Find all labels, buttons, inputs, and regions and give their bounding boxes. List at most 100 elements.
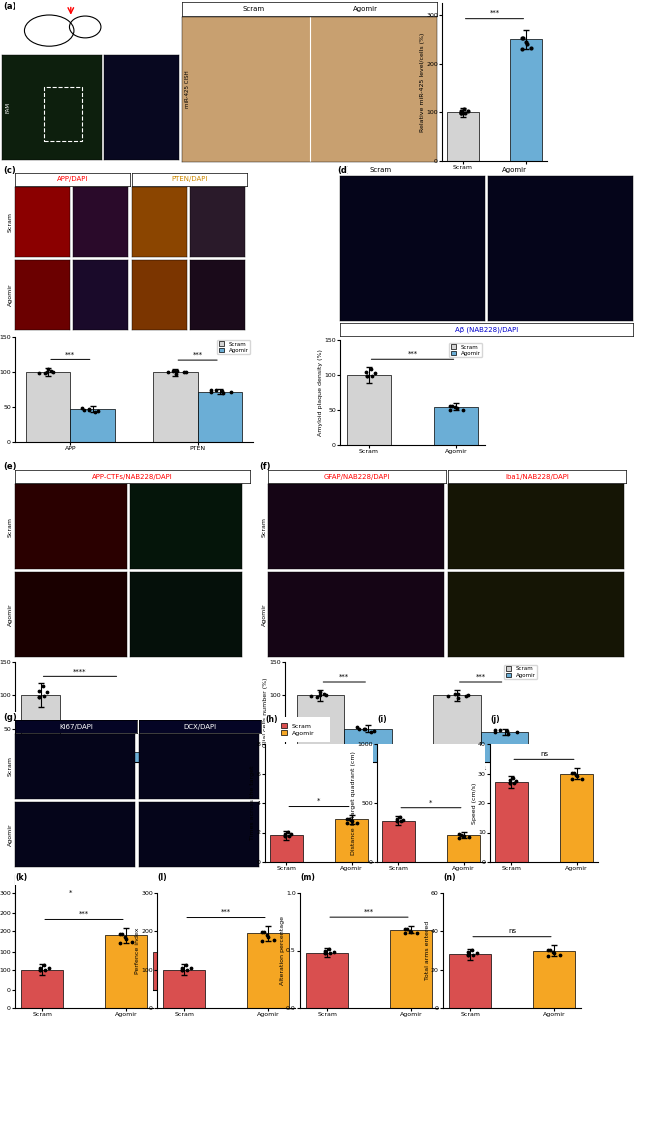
Bar bbox=[26, 952, 70, 990]
Point bbox=[463, 946, 473, 965]
Point bbox=[571, 766, 581, 784]
Point bbox=[545, 941, 555, 959]
Text: Scram: Scram bbox=[8, 517, 12, 536]
Bar bbox=[447, 112, 478, 161]
Point bbox=[456, 825, 466, 844]
Point bbox=[280, 825, 290, 844]
Point bbox=[452, 399, 462, 417]
Point bbox=[226, 383, 237, 401]
Text: ***: *** bbox=[489, 9, 500, 16]
Point bbox=[205, 922, 216, 941]
Point bbox=[443, 687, 454, 705]
Point bbox=[459, 828, 469, 846]
Point bbox=[463, 946, 473, 965]
Point bbox=[543, 946, 553, 965]
Point bbox=[259, 924, 269, 942]
Point bbox=[90, 402, 101, 421]
Point bbox=[226, 922, 237, 941]
Point bbox=[354, 720, 365, 738]
Point bbox=[490, 720, 501, 738]
Bar bbox=[434, 407, 478, 445]
Point bbox=[181, 362, 191, 381]
Point bbox=[517, 40, 527, 58]
Point bbox=[168, 941, 179, 959]
Point bbox=[262, 926, 272, 944]
Bar bbox=[296, 695, 345, 762]
Point bbox=[445, 397, 456, 415]
Point bbox=[114, 925, 125, 943]
Point bbox=[114, 934, 125, 952]
Text: (c): (c) bbox=[3, 166, 16, 175]
Point bbox=[46, 942, 57, 960]
Point bbox=[504, 772, 515, 790]
Point bbox=[320, 942, 330, 960]
Bar bbox=[21, 695, 60, 762]
Bar bbox=[495, 782, 528, 862]
Y-axis label: Alteration percentage: Alteration percentage bbox=[280, 916, 285, 985]
Bar bbox=[26, 371, 70, 442]
Y-axis label: Amyloid plaque density (%): Amyloid plaque density (%) bbox=[318, 349, 323, 435]
Y-axis label: Speed (cm/s): Speed (cm/s) bbox=[471, 782, 476, 824]
Point bbox=[34, 363, 44, 382]
Point bbox=[320, 944, 330, 962]
Text: ns: ns bbox=[540, 751, 548, 757]
Point bbox=[268, 930, 279, 949]
Point bbox=[79, 910, 90, 928]
Bar bbox=[153, 371, 198, 442]
Point bbox=[361, 363, 372, 382]
Point bbox=[468, 945, 478, 964]
Point bbox=[216, 919, 227, 937]
Text: Ki67/DAPI: Ki67/DAPI bbox=[59, 724, 93, 729]
Text: ***: *** bbox=[339, 674, 350, 680]
Point bbox=[34, 688, 44, 706]
Point bbox=[366, 722, 376, 741]
Point bbox=[518, 29, 528, 47]
Point bbox=[206, 916, 216, 934]
Text: GFAP/NAB228/DAPI: GFAP/NAB228/DAPI bbox=[324, 473, 390, 480]
Point bbox=[263, 928, 273, 946]
Point bbox=[306, 687, 316, 705]
Point bbox=[321, 686, 332, 704]
Point bbox=[463, 102, 473, 120]
Point bbox=[113, 744, 124, 762]
Point bbox=[43, 937, 53, 956]
Point bbox=[168, 362, 179, 381]
Text: (n): (n) bbox=[443, 873, 456, 882]
Point bbox=[472, 944, 482, 962]
Point bbox=[450, 399, 461, 417]
Text: (b): (b) bbox=[183, 2, 197, 11]
Bar bbox=[382, 821, 415, 862]
Point bbox=[186, 959, 196, 977]
Point bbox=[90, 917, 101, 935]
Bar bbox=[21, 969, 63, 1008]
Text: Scram: Scram bbox=[8, 757, 12, 776]
Point bbox=[40, 365, 50, 383]
Legend: Scram, Agomir: Scram, Agomir bbox=[504, 665, 537, 679]
Text: (k): (k) bbox=[15, 873, 27, 882]
Bar bbox=[447, 834, 480, 862]
Point bbox=[453, 685, 463, 703]
Point bbox=[171, 946, 181, 965]
Point bbox=[458, 400, 468, 418]
Point bbox=[454, 829, 464, 847]
Point bbox=[117, 925, 127, 943]
Text: ***: *** bbox=[476, 674, 486, 680]
Point bbox=[502, 725, 513, 743]
Point bbox=[352, 718, 362, 736]
Text: *: * bbox=[69, 890, 72, 896]
Point bbox=[447, 397, 458, 415]
Text: *: * bbox=[196, 905, 200, 911]
Text: APP/DAPI: APP/DAPI bbox=[57, 176, 88, 183]
Point bbox=[400, 924, 410, 942]
Y-axis label: Glial cells number (%): Glial cells number (%) bbox=[263, 678, 268, 746]
Bar bbox=[533, 951, 575, 1008]
Point bbox=[489, 724, 500, 742]
Point bbox=[495, 721, 506, 740]
Point bbox=[508, 769, 518, 788]
Text: Scram: Scram bbox=[242, 6, 265, 11]
Point bbox=[325, 944, 335, 962]
Point bbox=[211, 381, 221, 399]
Bar bbox=[335, 820, 368, 862]
Point bbox=[459, 99, 469, 118]
Point bbox=[396, 812, 406, 830]
